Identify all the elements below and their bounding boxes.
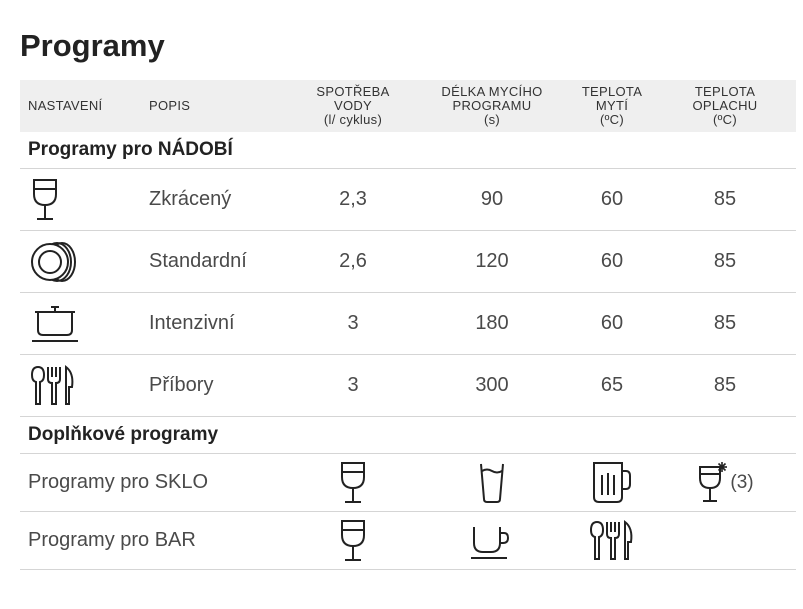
wash-temp-value: 60 [570,168,654,231]
programs-table: NASTAVENÍ POPIS SPOTŘEBA VODY (l/ cyklus… [20,80,796,570]
section-row-dishes: Programy pro NÁDOBÍ [20,132,796,169]
section-title-extra: Doplňkové programy [20,416,796,454]
header-teplota-myti-line1: TEPLOTA [581,84,643,99]
cutlery-icon [20,354,146,417]
header-delka-line2: PROGRAMU [452,98,532,113]
header-delka-line3: (s) [483,112,501,127]
water-value: 2,6 [292,230,414,293]
wash-temp-value: 60 [570,230,654,293]
table-row: Programy pro SKLO [20,453,796,512]
duration-value: 90 [414,168,570,231]
water-value: 2,3 [292,168,414,231]
wine-glass-icon [292,453,414,512]
wine-glass-icon [292,511,414,570]
header-teplota-myti-line3: (ºC) [600,112,624,127]
table-row: Programy pro BAR [20,511,796,570]
rinse-temp-value: 85 [654,292,796,355]
table-row: Zkrácený 2,3 90 60 85 [20,168,796,231]
header-spotreba-line3: (l/ cyklus) [323,112,383,127]
wine-glass-cold-icon: (3) [654,453,796,512]
program-name: Příbory [146,354,292,417]
header-popis: POPIS [146,80,292,132]
rinse-temp-value: 85 [654,230,796,293]
header-nastaveni: NASTAVENÍ [20,80,146,132]
table-row: Intenzivní 3 180 60 85 [20,292,796,355]
header-spotreba: SPOTŘEBA VODY (l/ cyklus) [292,80,414,132]
header-delka-line1: DÉLKA MYCÍHO [441,84,543,99]
header-teplota-oplachu-line3: (ºC) [713,112,737,127]
plates-icon [20,230,146,293]
table-header: NASTAVENÍ POPIS SPOTŘEBA VODY (l/ cyklus… [20,80,796,132]
header-spotreba-line2: VODY [333,98,373,113]
empty-cell [654,511,796,570]
cutlery-icon [570,511,654,570]
page-title: Programy [20,28,165,63]
table-row: Standardní 2,6 120 60 85 [20,230,796,293]
header-delka: DÉLKA MYCÍHO PROGRAMU (s) [414,80,570,132]
duration-value: 120 [414,230,570,293]
header-teplota-myti: TEPLOTA MYTÍ (ºC) [570,80,654,132]
wine-glass-icon [20,168,146,231]
beer-mug-icon [570,453,654,512]
header-spotreba-line1: SPOTŘEBA [316,84,390,99]
header-teplota-oplachu-line2: OPLACHU [692,98,758,113]
water-value: 3 [292,292,414,355]
table-row: Příbory 3 300 65 85 [20,354,796,417]
pot-icon [20,292,146,355]
duration-value: 300 [414,354,570,417]
coffee-cup-icon [414,511,570,570]
wash-temp-value: 65 [570,354,654,417]
section-title-dishes: Programy pro NÁDOBÍ [20,132,796,169]
rinse-temp-value: 85 [654,354,796,417]
extra-program-name: Programy pro SKLO [20,453,292,512]
program-name: Zkrácený [146,168,292,231]
section-row-extra: Doplňkové programy [20,416,796,454]
header-teplota-myti-line2: MYTÍ [595,98,629,113]
extra-program-name: Programy pro BAR [20,511,292,570]
header-teplota-oplachu: TEPLOTA OPLACHU (ºC) [654,80,796,132]
wash-temp-value: 60 [570,292,654,355]
tumbler-glass-icon [414,453,570,512]
program-name: Standardní [146,230,292,293]
water-value: 3 [292,354,414,417]
header-teplota-oplachu-line1: TEPLOTA [694,84,756,99]
note-reference: (3) [730,471,754,493]
rinse-temp-value: 85 [654,168,796,231]
duration-value: 180 [414,292,570,355]
program-name: Intenzivní [146,292,292,355]
